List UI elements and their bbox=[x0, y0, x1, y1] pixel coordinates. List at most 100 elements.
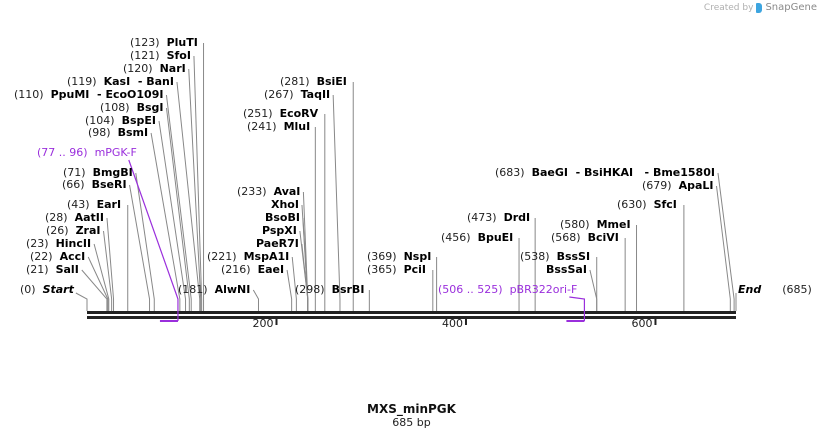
site-name: AccI bbox=[59, 250, 86, 263]
site-name: BsrBI bbox=[331, 283, 365, 296]
restriction-site-pluti[interactable]: (123) PluTI bbox=[130, 36, 198, 49]
restriction-site-pspxi[interactable]: PspXI bbox=[262, 224, 297, 237]
site-position: (120) bbox=[123, 62, 160, 75]
site-position: (568) bbox=[551, 231, 588, 244]
backbone-top-strand bbox=[87, 311, 736, 314]
site-name: NarI bbox=[159, 62, 186, 75]
site-connector bbox=[332, 94, 341, 311]
restriction-site-ecorv[interactable]: (251) EcoRV bbox=[243, 107, 318, 120]
site-connector bbox=[129, 184, 151, 311]
site-position: (22) bbox=[30, 250, 60, 263]
restriction-site-bspei[interactable]: (104) BspEI bbox=[85, 114, 156, 127]
site-name: BssSI bbox=[556, 250, 591, 263]
terminal-position: (685) bbox=[761, 283, 812, 296]
restriction-site-bsrbi[interactable]: (298) BsrBI bbox=[295, 283, 364, 296]
restriction-site-acci[interactable]: (22) AccI bbox=[30, 250, 85, 263]
restriction-site-eaei[interactable]: (216) EaeI bbox=[221, 263, 284, 276]
restriction-site-ppumi[interactable]: (110) PpuMI - EcoO109I bbox=[14, 88, 163, 101]
site-connector bbox=[302, 191, 309, 311]
site-name: MluI bbox=[283, 120, 311, 133]
site-position: (473) bbox=[467, 211, 504, 224]
restriction-site-hincii[interactable]: (23) HincII bbox=[26, 237, 91, 250]
site-position: (369) bbox=[367, 250, 404, 263]
site-position: (679) bbox=[642, 179, 679, 192]
restriction-site-pcii[interactable]: (365) PciI bbox=[367, 263, 426, 276]
snapgene-logo-icon bbox=[756, 2, 763, 13]
site-position: (298) bbox=[295, 283, 332, 296]
restriction-site-bseri[interactable]: (66) BseRI bbox=[62, 178, 127, 191]
restriction-site-sfoi[interactable]: (121) SfoI bbox=[130, 49, 191, 62]
restriction-site-bmgbi[interactable]: (71) BmgBI bbox=[63, 166, 133, 179]
site-connector bbox=[176, 81, 201, 311]
terminal-start: (0) Start bbox=[20, 283, 74, 296]
restriction-site-bpuei[interactable]: (456) BpuEI bbox=[441, 231, 513, 244]
site-position: (506 .. 525) bbox=[438, 283, 510, 296]
site-name: PluTI bbox=[166, 36, 198, 49]
restriction-site-bcivi[interactable]: (568) BciVI bbox=[551, 231, 619, 244]
restriction-site-alwni[interactable]: (181) AlwNI bbox=[178, 283, 250, 296]
restriction-site-nspi[interactable]: (369) NspI bbox=[367, 250, 431, 263]
primer-connector bbox=[569, 296, 586, 321]
site-name: pBR322ori-F bbox=[509, 283, 578, 296]
restriction-site-aatii[interactable]: (28) AatII bbox=[45, 211, 104, 224]
site-name: BaeGI - BsiHKAI - Bme1580I bbox=[531, 166, 715, 179]
restriction-site-mlui[interactable]: (241) MluI bbox=[247, 120, 310, 133]
site-name: BsmI bbox=[117, 126, 149, 139]
site-name: SfoI bbox=[166, 49, 191, 62]
restriction-site-mspa1i[interactable]: (221) MspA1I bbox=[207, 250, 289, 263]
site-connector bbox=[291, 256, 297, 311]
site-position: (630) bbox=[617, 198, 654, 211]
site-name: TaqII bbox=[300, 88, 331, 101]
restriction-site-avai[interactable]: (233) AvaI bbox=[237, 185, 300, 198]
site-name: BmgBI bbox=[92, 166, 133, 179]
site-connector bbox=[158, 120, 187, 311]
restriction-site-drdi[interactable]: (473) DrdI bbox=[467, 211, 530, 224]
primer-pbr322ori-f[interactable]: (506 .. 525) pBR322ori-F bbox=[438, 283, 577, 296]
restriction-site-bsgi[interactable]: (108) BsgI bbox=[100, 101, 163, 114]
restriction-site-nari[interactable]: (120) NarI bbox=[123, 62, 186, 75]
restriction-site-bsiei[interactable]: (281) BsiEI bbox=[280, 75, 347, 88]
site-name: KasI - BanI bbox=[103, 75, 174, 88]
terminal-name: Start bbox=[42, 283, 74, 296]
restriction-site-sali[interactable]: (21) SalI bbox=[26, 263, 79, 276]
site-position: (241) bbox=[247, 120, 284, 133]
site-name: AatII bbox=[74, 211, 104, 224]
site-position: (216) bbox=[221, 263, 258, 276]
site-position: (456) bbox=[441, 231, 478, 244]
restriction-site-bsobi[interactable]: BsoBI bbox=[265, 211, 300, 224]
site-position: (104) bbox=[85, 114, 122, 127]
site-name: PciI bbox=[403, 263, 427, 276]
site-connector bbox=[135, 172, 155, 311]
terminal-position: (0) bbox=[20, 283, 43, 296]
site-connector bbox=[252, 289, 259, 311]
restriction-site-bsssi[interactable]: (538) BssSI bbox=[520, 250, 590, 263]
restriction-site-apali[interactable]: (679) ApaLI bbox=[642, 179, 714, 192]
site-name: MspA1I bbox=[243, 250, 290, 263]
site-name: AlwNI bbox=[214, 283, 251, 296]
site-name: XhoI bbox=[271, 198, 299, 211]
restriction-site-sfci[interactable]: (630) SfcI bbox=[617, 198, 677, 211]
site-position: (43) bbox=[67, 198, 97, 211]
site-position: (28) bbox=[45, 211, 75, 224]
terminal-name: End bbox=[738, 283, 762, 296]
restriction-site-zrai[interactable]: (26) ZraI bbox=[46, 224, 101, 237]
site-name: PaeR7I bbox=[256, 237, 299, 250]
restriction-site-bsssai[interactable]: BssSaI bbox=[546, 263, 587, 276]
terminal-connector bbox=[75, 292, 88, 311]
site-name: PspXI bbox=[262, 224, 297, 237]
site-name: BseRI bbox=[91, 178, 127, 191]
restriction-site-bsmi[interactable]: (98) BsmI bbox=[88, 126, 148, 139]
restriction-site-paer7i[interactable]: PaeR7I bbox=[256, 237, 299, 250]
restriction-site-mmei[interactable]: (580) MmeI bbox=[560, 218, 631, 231]
site-connector bbox=[716, 185, 731, 311]
restriction-site-xhoi[interactable]: XhoI bbox=[271, 198, 299, 211]
site-position: (23) bbox=[26, 237, 56, 250]
primer-mpgk-f[interactable]: (77 .. 96) mPGK-F bbox=[37, 146, 137, 159]
restriction-site-kasi[interactable]: (119) KasI - BanI bbox=[67, 75, 174, 88]
axis-tick bbox=[654, 319, 657, 325]
restriction-site-taqii[interactable]: (267) TaqII bbox=[264, 88, 330, 101]
restriction-site-eari[interactable]: (43) EarI bbox=[67, 198, 121, 211]
restriction-site-baegi[interactable]: (683) BaeGI - BsiHKAI - Bme1580I bbox=[495, 166, 715, 179]
